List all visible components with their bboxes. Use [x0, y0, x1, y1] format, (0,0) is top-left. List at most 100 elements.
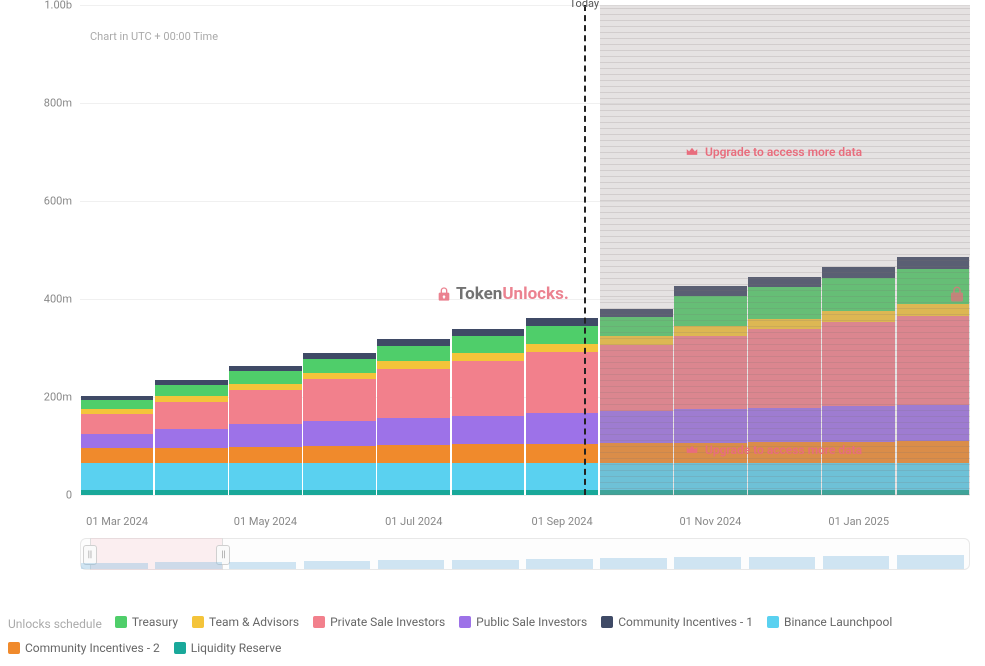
bar-segment-binance_launchpool	[452, 463, 525, 490]
y-tick-label: 600m	[44, 195, 72, 208]
bar-segment-public_sale	[377, 418, 450, 445]
legend-label: Public Sale Investors	[476, 610, 587, 634]
upgrade-banner[interactable]: Upgrade to access more data	[685, 145, 862, 159]
bar-segment-private_sale	[303, 379, 376, 421]
bar-segment-liquidity_reserve	[229, 490, 302, 495]
bar-column[interactable]	[81, 396, 154, 495]
legend-item-private_sale[interactable]: Private Sale Investors	[313, 610, 445, 634]
bar-segment-community_incentives_2	[81, 448, 154, 463]
bar-segment-private_sale	[526, 352, 599, 413]
upgrade-text: Upgrade to access more data	[705, 145, 862, 159]
y-tick-label: 800m	[44, 97, 72, 110]
bar-segment-treasury	[452, 336, 525, 353]
bar-segment-community_incentives_2	[377, 445, 450, 464]
bar-segment-treasury	[229, 371, 302, 384]
legend-label: Community Incentives - 2	[25, 636, 160, 660]
locked-overlay	[600, 5, 970, 495]
legend-swatch	[8, 642, 20, 654]
bar-column[interactable]	[377, 339, 450, 495]
x-tick-label: 01 Jul 2024	[385, 515, 442, 528]
y-axis: 0200m400m600m800m1.00b	[0, 5, 80, 495]
legend-swatch	[192, 616, 204, 628]
legend-item-liquidity_reserve[interactable]: Liquidity Reserve	[174, 636, 282, 660]
bar-segment-binance_launchpool	[155, 463, 228, 490]
bar-column[interactable]	[526, 318, 599, 495]
legend-label: Team & Advisors	[209, 610, 299, 634]
bar-segment-public_sale	[155, 429, 228, 448]
legend-item-community_incentives_1[interactable]: Community Incentives - 1	[601, 610, 753, 634]
bar-segment-team_advisors	[526, 344, 599, 352]
bar-column[interactable]	[229, 366, 302, 495]
x-tick-label: 01 Sep 2024	[532, 515, 593, 528]
legend: Unlocks schedule Treasury Team & Advisors…	[8, 610, 978, 662]
y-tick-label: 1.00b	[44, 0, 72, 12]
bar-segment-treasury	[377, 346, 450, 362]
bar-column[interactable]	[155, 380, 228, 495]
legend-swatch	[174, 642, 186, 654]
bar-column[interactable]	[303, 353, 376, 495]
bar-segment-public_sale	[452, 416, 525, 444]
legend-swatch	[601, 616, 613, 628]
bar-segment-community_incentives_2	[526, 444, 599, 464]
x-tick-label: 01 Jan 2025	[828, 515, 889, 528]
legend-label: Private Sale Investors	[330, 610, 445, 634]
brush-handle-left[interactable]: ||	[83, 545, 97, 565]
bar-segment-private_sale	[377, 369, 450, 418]
bar-segment-binance_launchpool	[303, 463, 376, 490]
bar-segment-private_sale	[229, 390, 302, 424]
bar-segment-binance_launchpool	[526, 463, 599, 490]
legend-item-treasury[interactable]: Treasury	[115, 610, 178, 634]
bar-segment-binance_launchpool	[81, 463, 154, 490]
plot-area	[80, 5, 970, 495]
bar-segment-team_advisors	[377, 361, 450, 368]
legend-label: Binance Launchpool	[784, 610, 892, 634]
legend-item-public_sale[interactable]: Public Sale Investors	[459, 610, 587, 634]
legend-item-team_advisors[interactable]: Team & Advisors	[192, 610, 299, 634]
y-tick-label: 400m	[44, 293, 72, 306]
y-tick-label: 200m	[44, 391, 72, 404]
today-line	[584, 5, 586, 495]
gridline	[80, 495, 970, 496]
bar-segment-community_incentives_1	[452, 329, 525, 336]
bar-segment-community_incentives_2	[155, 448, 228, 464]
bar-segment-liquidity_reserve	[81, 490, 154, 495]
bar-segment-private_sale	[155, 402, 228, 429]
lock-icon-right	[948, 284, 966, 308]
bar-segment-public_sale	[81, 434, 154, 449]
legend-label: Treasury	[132, 610, 178, 634]
x-axis: 01 Mar 2024 01 May 2024 01 Jul 2024 01 Sep …	[80, 515, 970, 535]
bar-segment-community_incentives_2	[452, 444, 525, 463]
legend-item-binance_launchpool[interactable]: Binance Launchpool	[767, 610, 892, 634]
bar-segment-treasury	[155, 385, 228, 396]
bar-segment-liquidity_reserve	[452, 490, 525, 495]
time-brush[interactable]: || ||	[80, 538, 970, 570]
utc-note: Chart in UTC + 00:00 Time	[90, 30, 218, 43]
bar-segment-community_incentives_2	[229, 447, 302, 464]
bar-segment-private_sale	[81, 414, 154, 434]
legend-label: Community Incentives - 1	[618, 610, 753, 634]
bar-column[interactable]	[452, 329, 525, 495]
upgrade-banner[interactable]: Upgrade to access more data	[685, 443, 862, 457]
y-tick-label: 0	[66, 489, 72, 502]
bar-segment-public_sale	[229, 424, 302, 446]
x-tick-label: 01 May 2024	[234, 515, 297, 528]
legend-title: Unlocks schedule	[8, 617, 102, 631]
legend-swatch	[115, 616, 127, 628]
bar-segment-binance_launchpool	[377, 463, 450, 490]
bar-segment-public_sale	[303, 421, 376, 446]
bar-segment-team_advisors	[452, 353, 525, 361]
chart-area: 0 200m 400m 600m 800m 1.00b 01 Mar 2024 01 May…	[0, 0, 985, 560]
upgrade-text: Upgrade to access more data	[705, 443, 862, 457]
bar-segment-public_sale	[526, 413, 599, 443]
bar-segment-team_advisors	[303, 373, 376, 380]
bar-segment-binance_launchpool	[229, 463, 302, 490]
today-label: Today	[570, 0, 600, 10]
legend-label: Liquidity Reserve	[191, 636, 282, 660]
bar-segment-private_sale	[452, 361, 525, 416]
x-tick-label: 01 Nov 2024	[679, 515, 741, 528]
bar-segment-community_incentives_2	[303, 446, 376, 464]
bar-segment-liquidity_reserve	[303, 490, 376, 495]
legend-swatch	[313, 616, 325, 628]
x-tick-label: 01 Mar 2024	[86, 515, 148, 528]
legend-item-community_incentives_2[interactable]: Community Incentives - 2	[8, 636, 160, 660]
